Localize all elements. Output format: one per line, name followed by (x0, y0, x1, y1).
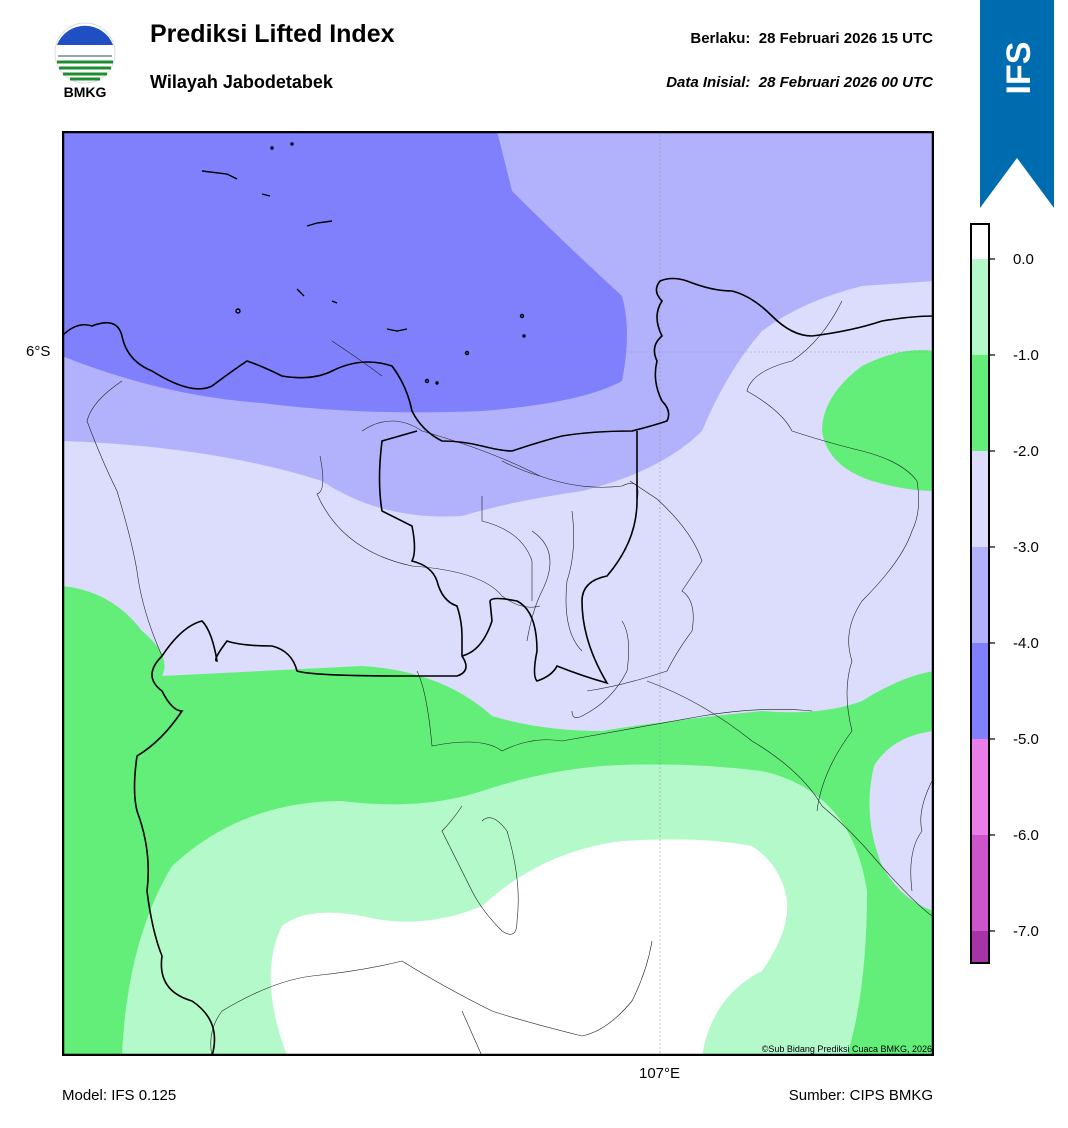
regency-boundaries (86, 300, 933, 1056)
valid-label: Berlaku: (690, 30, 751, 47)
colorbar-segment (971, 643, 989, 739)
init-time-value: 28 Februari 2026 00 UTC (758, 74, 933, 91)
colorbar-segment (971, 547, 989, 643)
dki-boundary (461, 431, 638, 685)
longitude-label: 107°E (639, 1065, 681, 1082)
valid-time-value: 28 Februari 2026 15 UTC (758, 30, 933, 47)
dki-banten-boundary (133, 430, 467, 1056)
model-label: Model: IFS 0.125 (62, 1087, 177, 1104)
copyright-notice: ©Sub Bidang Prediksi Cuaca BMKG, 2026 (761, 1044, 932, 1054)
colorbar-tick-label: -1.0 (1013, 347, 1039, 364)
logo-text: BMKG (63, 84, 107, 100)
colorbar-tick-label: -5.0 (1013, 731, 1039, 748)
page-title: Prediksi Lifted Index (150, 20, 395, 48)
init-time: Data Inisial: 28 Februari 2026 00 UTC (666, 74, 933, 91)
java-north-coast (62, 277, 934, 452)
colorbar-tick-label: -3.0 (1013, 539, 1039, 556)
province-boundaries (62, 277, 934, 1056)
thousand-islands (201, 142, 526, 385)
init-label: Data Inisial: (666, 74, 751, 91)
bmkg-logo (54, 22, 116, 84)
colorbar-tick-label: -6.0 (1013, 827, 1039, 844)
colorbar-segment (971, 835, 989, 931)
map-frame (62, 131, 934, 1056)
colorbar: 0.0 -1.0 -2.0 -3.0 -4.0 -5.0 -6.0 -7.0 (970, 223, 1039, 964)
colorbar-segment (971, 259, 989, 355)
li-region-above0 (270, 839, 788, 1056)
li-region-minus1to2-east (822, 350, 934, 491)
ifs-ribbon: IFS (980, 0, 1054, 208)
li-region-minus2to3-southeast (869, 731, 934, 911)
colorbar-segment (971, 355, 989, 451)
colorbar-segment (971, 451, 989, 547)
colorbar-segment (971, 931, 989, 963)
colorbar-tick-label: 0.0 (1013, 251, 1034, 268)
colorbar-tick-label: -4.0 (1013, 635, 1039, 652)
colorbar-frame (970, 223, 990, 964)
source-label: Sumber: CIPS BMKG (788, 1087, 933, 1104)
latitude-label: 6°S (26, 343, 51, 360)
lifted-index-map (62, 131, 934, 1056)
colorbar-tick-label: -7.0 (1013, 923, 1039, 940)
valid-time: Berlaku: 28 Februari 2026 15 UTC (690, 30, 933, 47)
colorbar-segment (971, 224, 989, 259)
colorbar-segment (971, 739, 989, 835)
region-subtitle: Wilayah Jabodetabek (150, 72, 333, 92)
ribbon-text: IFS (1000, 42, 1038, 95)
colorbar-tick-label: -2.0 (1013, 443, 1039, 460)
